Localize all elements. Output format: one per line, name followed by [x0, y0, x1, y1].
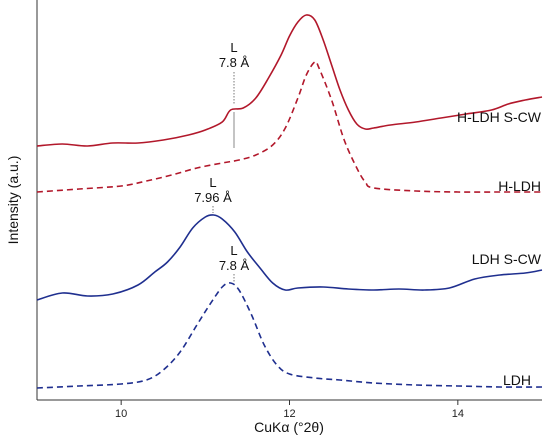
x-axis-title: CuKα (°2θ) — [254, 419, 324, 435]
series-label-ldh: LDH — [503, 372, 531, 388]
annotation-letter: L — [230, 243, 237, 258]
annotation-letter: L — [230, 40, 237, 55]
series-label-h-ldh-s-cw: H-LDH S-CW — [457, 109, 542, 125]
annotation-value: 7.96 Å — [194, 190, 232, 205]
y-axis-title: Intensity (a.u.) — [5, 156, 21, 245]
plot-frame — [36, 0, 542, 401]
annotation-value: 7.8 Å — [219, 55, 250, 70]
annotation-letter: L — [209, 175, 216, 190]
series-line-h-ldh-s-cw — [36, 14, 543, 147]
x-axis-ticks: 10 12 14 — [115, 400, 464, 420]
x-tick-label: 14 — [452, 408, 464, 420]
series-line-h-ldh — [36, 60, 542, 193]
x-tick-label: 12 — [283, 408, 295, 420]
series-label-h-ldh: H-LDH — [498, 178, 541, 194]
annotation-value: 7.8 Å — [219, 258, 250, 273]
annotation-ldh: L 7.8 Å — [219, 243, 250, 282]
annotation-h-ldh-s-cw: L 7.8 Å — [219, 40, 250, 148]
series-layer — [36, 14, 543, 389]
series-line-ldh-s-cw — [36, 214, 543, 301]
series-line-ldh — [36, 282, 543, 389]
annotation-ldh-s-cw: L 7.96 Å — [194, 175, 232, 213]
series-label-ldh-s-cw: LDH S-CW — [472, 251, 542, 267]
x-tick-label: 10 — [115, 408, 127, 420]
